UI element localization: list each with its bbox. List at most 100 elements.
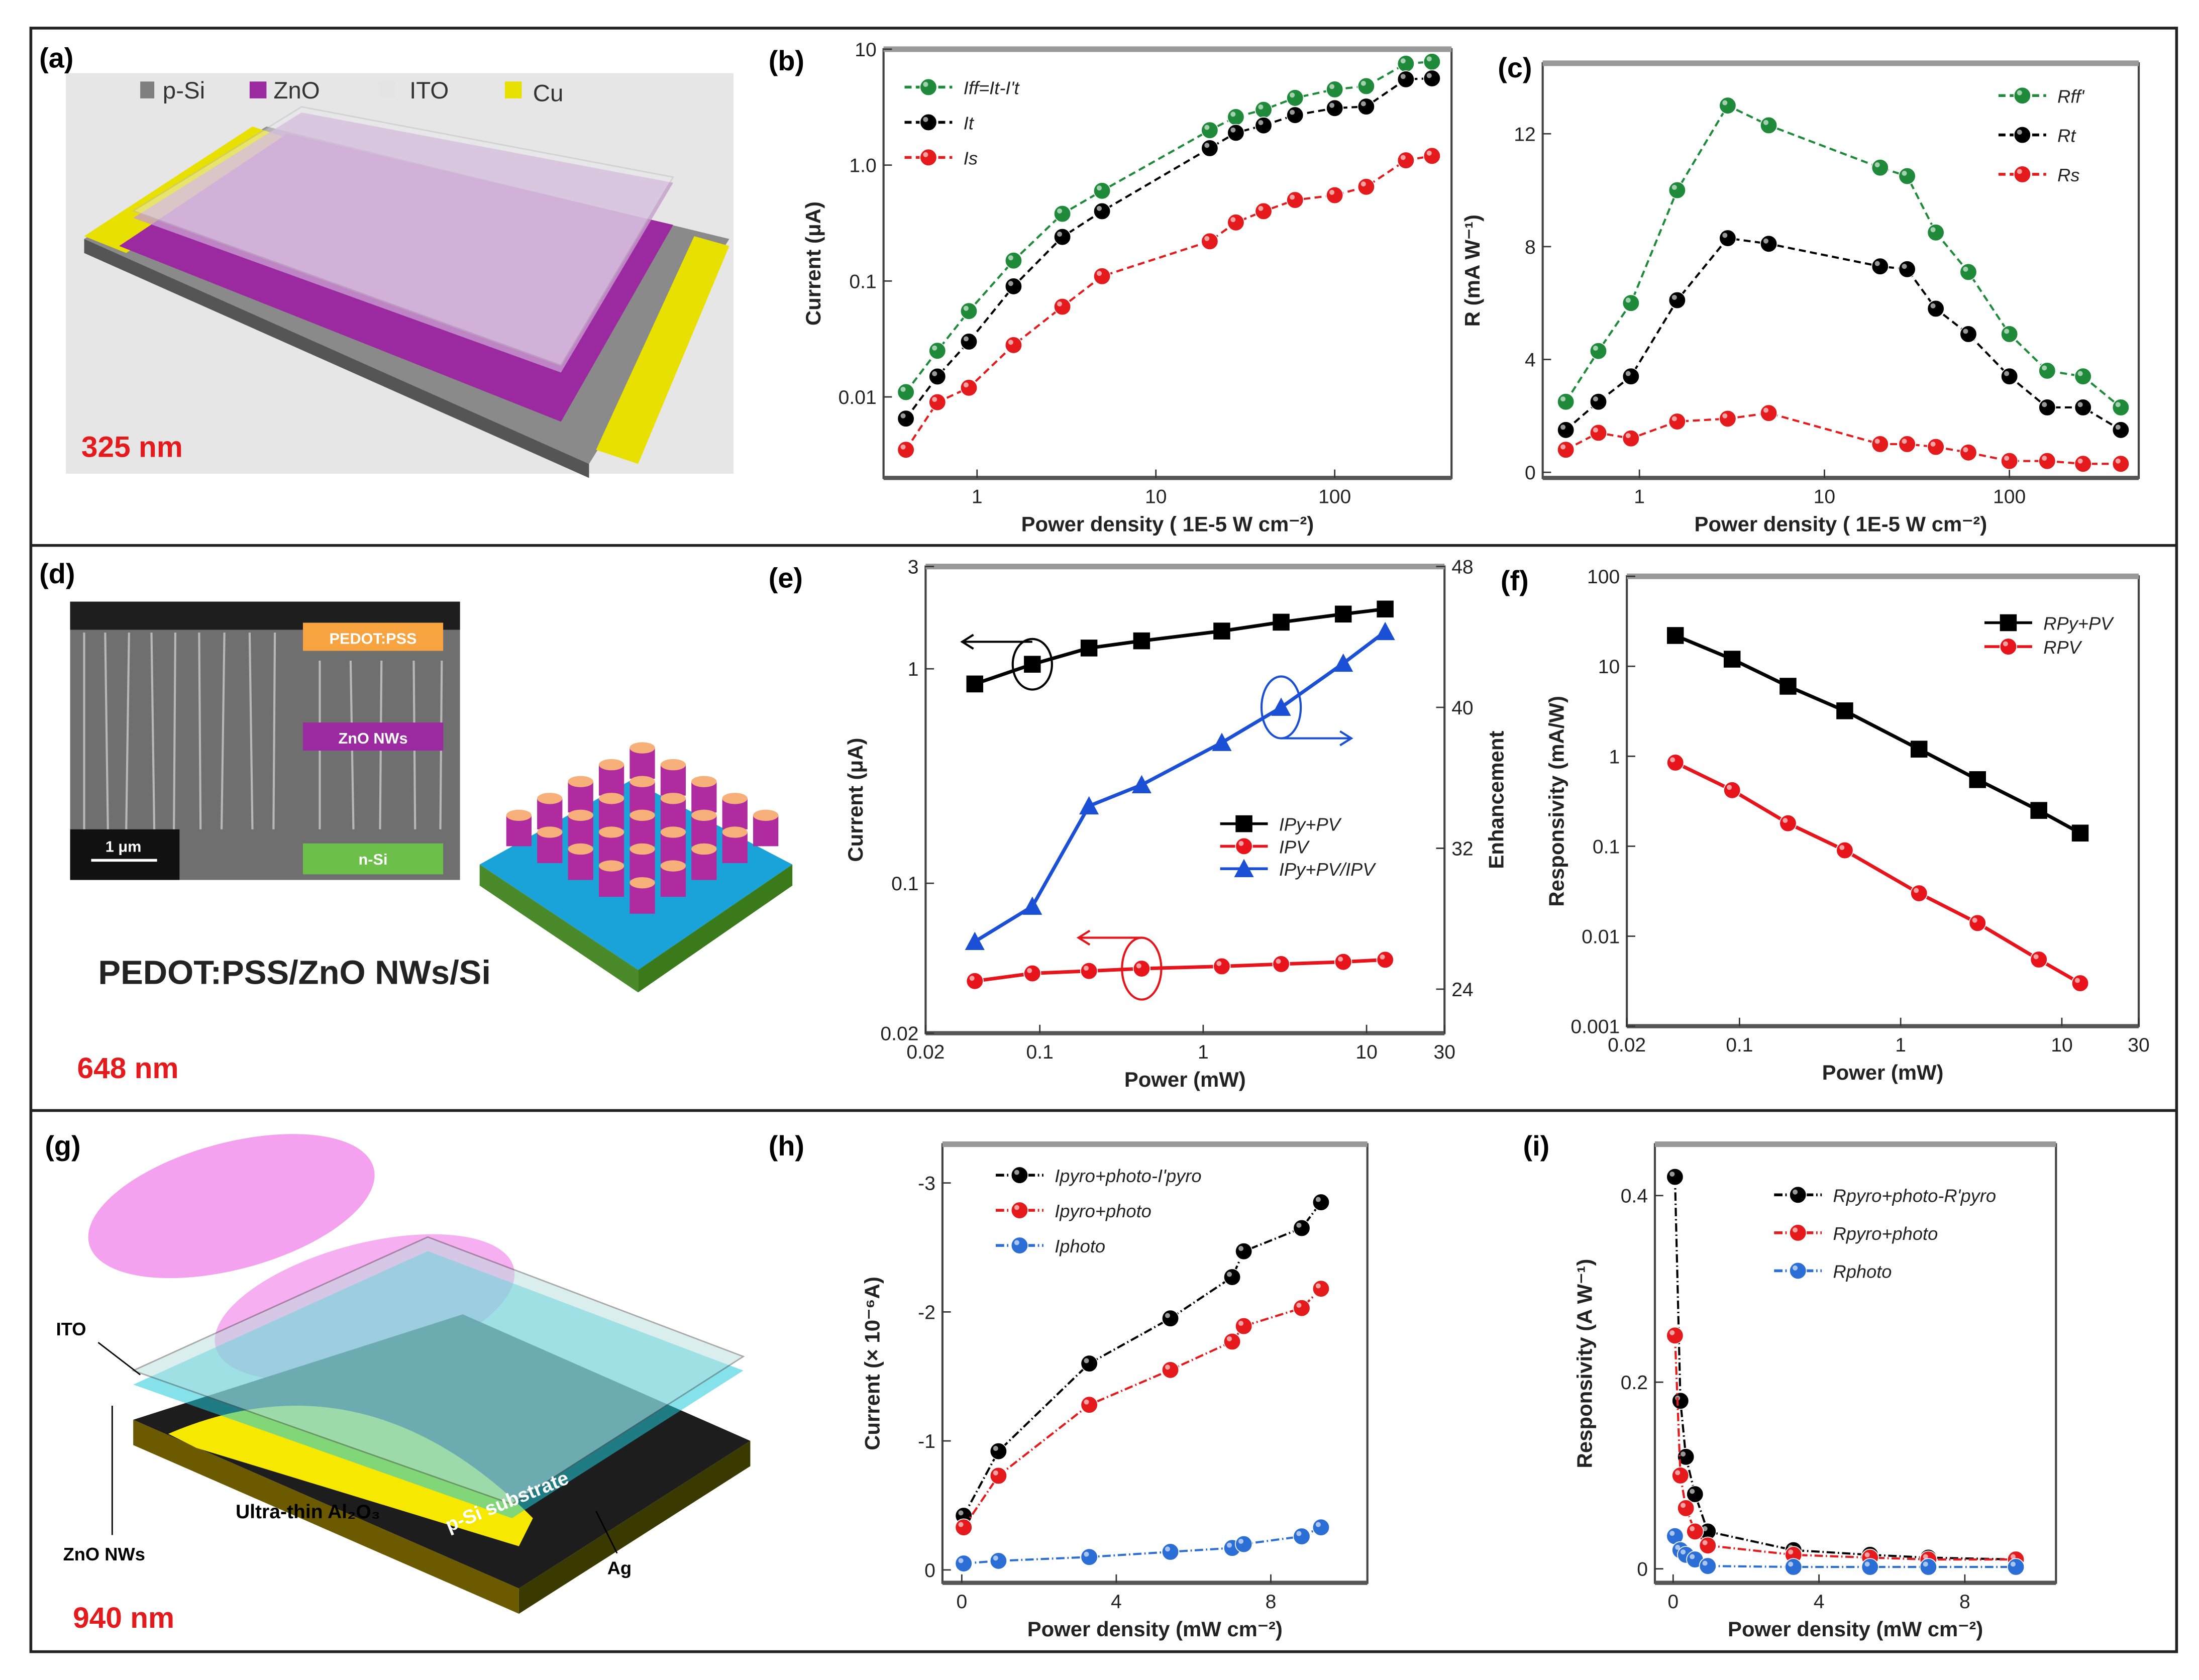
chart-h: (h) 0 4 8 0 -1 -2 -3 Power density (mW cm⁻²) Curr… xyxy=(769,1130,1369,1641)
data-point-highlight xyxy=(1625,297,1631,303)
data-point xyxy=(1959,444,1977,462)
data-point-highlight xyxy=(1722,233,1728,238)
label-zno-nws: ZnO NWs xyxy=(63,1544,145,1564)
legend-ito: ITO xyxy=(409,77,449,104)
data-point xyxy=(1898,167,1916,185)
data-point xyxy=(1093,267,1111,285)
data-point-highlight xyxy=(1226,1336,1232,1341)
legend-swatch-p-si xyxy=(140,81,155,98)
data-point-highlight xyxy=(1902,264,1907,269)
data-point xyxy=(1898,435,1916,453)
data-point-highlight xyxy=(1165,1546,1170,1552)
x-tick-label: 1 xyxy=(972,486,983,508)
data-point xyxy=(1333,653,1353,672)
nanopillar-cap xyxy=(691,809,717,821)
ito-layer xyxy=(131,106,675,367)
data-point xyxy=(1836,702,1853,719)
legend-label: Rpyro+photo xyxy=(1833,1223,1938,1244)
data-point xyxy=(1589,342,1608,360)
nanopillar-cap xyxy=(660,793,686,804)
data-point xyxy=(1910,884,1928,902)
data-point xyxy=(1557,393,1575,411)
series-line xyxy=(963,1201,1322,1517)
data-point xyxy=(965,931,985,951)
data-point xyxy=(1334,605,1352,623)
series-line xyxy=(905,155,1432,451)
data-point-highlight xyxy=(1426,150,1432,156)
data-point-highlight xyxy=(1426,56,1432,62)
data-point xyxy=(960,379,978,397)
series-i-2 xyxy=(1666,1527,2025,1576)
legend-label: RPy+PV xyxy=(2043,613,2115,634)
data-point xyxy=(1377,600,1394,618)
x-tick-label: 0 xyxy=(1667,1591,1679,1613)
data-point xyxy=(1201,121,1219,139)
data-point xyxy=(1375,621,1395,641)
data-point-highlight xyxy=(958,1558,964,1563)
x-tick-label: 4 xyxy=(1111,1591,1122,1613)
data-point xyxy=(928,367,947,386)
data-point xyxy=(1227,214,1245,232)
data-point xyxy=(1759,235,1778,253)
nanopillar-cap xyxy=(630,742,655,754)
data-point xyxy=(1927,438,1945,456)
data-point xyxy=(1668,412,1686,431)
pedot-pss-label-box xyxy=(302,622,444,651)
data-point xyxy=(897,441,915,459)
data-point-highlight xyxy=(2115,458,2121,464)
nanopillar-cap xyxy=(660,759,686,771)
data-point-highlight xyxy=(1329,189,1335,195)
data-point-highlight xyxy=(2042,455,2047,461)
data-point-highlight xyxy=(1874,439,1880,444)
series-line xyxy=(905,77,1432,419)
panel-label-d: (d) xyxy=(39,558,75,589)
legend-marker xyxy=(919,78,937,96)
nanopillar-cap xyxy=(568,809,593,821)
y-axis-label: Current (μA) xyxy=(844,738,867,862)
data-point-highlight xyxy=(1702,1540,1708,1545)
zno-nanowires xyxy=(133,112,673,373)
legend-marker-highlight xyxy=(923,152,928,157)
legend-marker-highlight xyxy=(1014,1240,1019,1245)
left-arrow-icon xyxy=(1076,929,1142,946)
series-line xyxy=(1564,104,2122,408)
data-point xyxy=(1293,1219,1311,1237)
legend-label: Is xyxy=(964,148,978,168)
data-point-highlight xyxy=(932,371,937,376)
y-axis-label: Current (× 10⁻⁶A) xyxy=(860,1277,884,1450)
legend-marker xyxy=(1235,837,1253,856)
data-point xyxy=(1671,1466,1690,1485)
x-tick-label: 30 xyxy=(1434,1041,1455,1063)
nanopillar-cap xyxy=(630,877,655,889)
data-point xyxy=(1227,108,1245,126)
data-point xyxy=(1666,627,1684,644)
data-point-highlight xyxy=(1290,194,1295,200)
plot-frame xyxy=(941,1143,1369,1584)
data-point xyxy=(1871,257,1889,275)
y-tick-label: 0.1 xyxy=(891,873,918,895)
legend-label: IPy+PV/IPV xyxy=(1279,859,1377,880)
label-ag: Ag xyxy=(607,1558,632,1579)
data-point-highlight xyxy=(963,305,969,311)
data-point-highlight xyxy=(1258,205,1264,211)
data-point-highlight xyxy=(1722,413,1728,418)
chart-c: (c) 1 10 100 0 4 8 12 Power density ( 1E-5 W cm⁻… xyxy=(1460,52,2140,536)
data-point xyxy=(989,1552,1007,1570)
data-point-highlight xyxy=(1923,1561,1928,1567)
zno-label-box xyxy=(302,722,444,751)
data-point-highlight xyxy=(1204,125,1210,130)
panel-label-f: (f) xyxy=(1501,565,1529,596)
panel-label-a: (a) xyxy=(39,42,73,73)
data-point-highlight xyxy=(1296,1303,1302,1308)
series-line xyxy=(905,60,1432,393)
legend-marker-highlight xyxy=(1793,1189,1798,1195)
y-tick-label: 12 xyxy=(1514,124,1535,145)
y-axis-label: Responsivity (A W⁻¹) xyxy=(1573,1259,1596,1468)
panel-g-device-schematic: (g) ITO ZnO NWs Ultra-thin Al₂O₃ p-Si su… xyxy=(45,1130,751,1634)
data-point xyxy=(1719,409,1737,428)
data-point-highlight xyxy=(1329,102,1335,108)
data-point xyxy=(1927,224,1945,242)
data-point-highlight xyxy=(1226,1542,1232,1548)
data-point-highlight xyxy=(958,1522,964,1527)
data-point xyxy=(1357,77,1375,95)
